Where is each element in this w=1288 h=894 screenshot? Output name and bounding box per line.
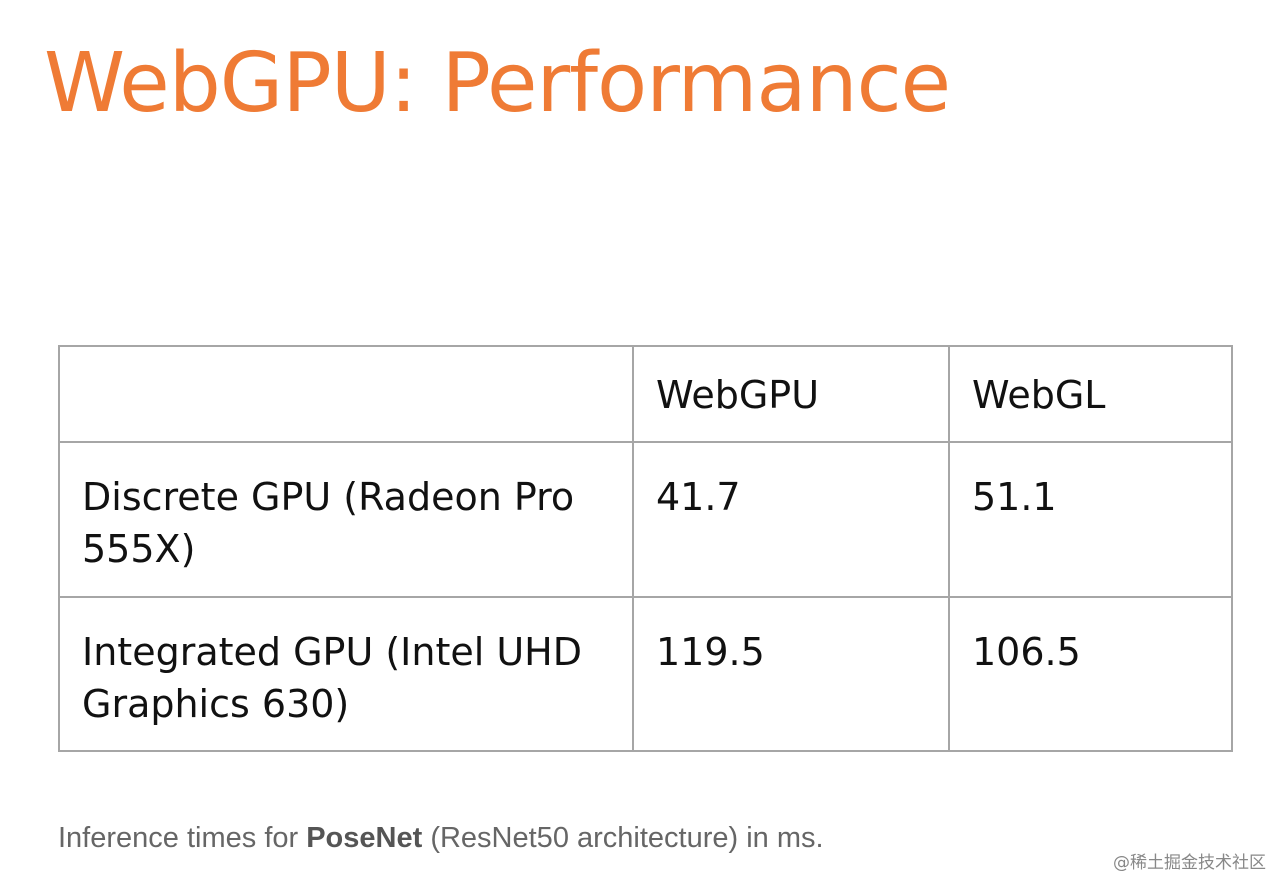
caption: Inference times for PoseNet (ResNet50 ar… bbox=[58, 822, 824, 855]
results-table: WebGPU WebGL Discrete GPU (Radeon Pro 55… bbox=[58, 345, 1233, 752]
table-row: Discrete GPU (Radeon Pro 555X) 41.7 51.1 bbox=[58, 441, 1233, 598]
row-label: Integrated GPU (Intel UHD Graphics 630) bbox=[58, 596, 634, 752]
column-header: WebGPU bbox=[632, 345, 950, 443]
cell-value: 106.5 bbox=[948, 596, 1233, 752]
cell-value: 41.7 bbox=[632, 441, 950, 598]
watermark: @稀土掘金技术社区 bbox=[1113, 853, 1266, 873]
empty-header-cell bbox=[58, 345, 634, 443]
column-header: WebGL bbox=[948, 345, 1233, 443]
header-row: WebGPU WebGL bbox=[58, 345, 1233, 443]
table-row: Integrated GPU (Intel UHD Graphics 630) … bbox=[58, 596, 1233, 752]
cell-value: 119.5 bbox=[632, 596, 950, 752]
cell-value: 51.1 bbox=[948, 441, 1233, 598]
caption-text: (ResNet50 architecture) in ms. bbox=[430, 822, 824, 854]
caption-bold: PoseNet bbox=[306, 822, 423, 854]
row-label: Discrete GPU (Radeon Pro 555X) bbox=[58, 441, 634, 598]
slide-title: WebGPU: Performance bbox=[44, 36, 951, 131]
caption-text: Inference times for bbox=[58, 822, 299, 854]
